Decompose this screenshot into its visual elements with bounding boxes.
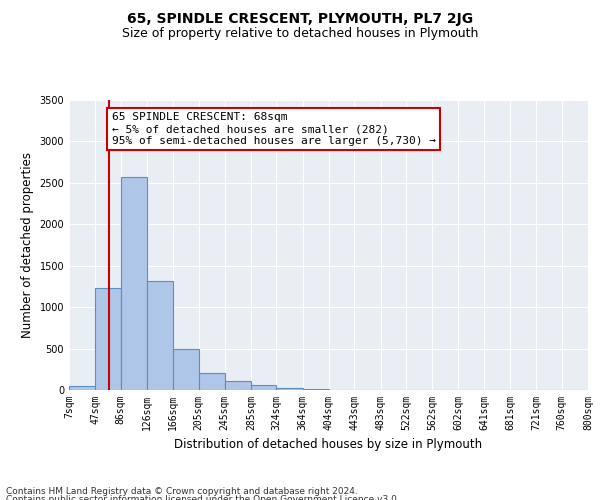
Text: Contains public sector information licensed under the Open Government Licence v3: Contains public sector information licen… [6,495,400,500]
Bar [199,374,225,390]
Text: Size of property relative to detached houses in Plymouth: Size of property relative to detached ho… [122,28,478,40]
Text: Contains HM Land Registry data © Crown copyright and database right 2024.: Contains HM Land Registry data © Crown c… [6,488,358,496]
Text: 65, SPINDLE CRESCENT, PLYMOUTH, PL7 2JG: 65, SPINDLE CRESCENT, PLYMOUTH, PL7 2JG [127,12,473,26]
Bar [147,282,173,390]
Y-axis label: Number of detached properties: Number of detached properties [21,152,34,338]
Bar [95,288,121,390]
Bar [225,381,251,390]
X-axis label: Distribution of detached houses by size in Plymouth: Distribution of detached houses by size … [175,438,482,452]
Bar [277,388,302,390]
Bar [251,386,277,390]
Bar [173,350,199,390]
Bar [302,389,329,390]
Text: 65 SPINDLE CRESCENT: 68sqm
← 5% of detached houses are smaller (282)
95% of semi: 65 SPINDLE CRESCENT: 68sqm ← 5% of detac… [112,112,436,146]
Bar [69,386,95,390]
Bar [121,177,147,390]
